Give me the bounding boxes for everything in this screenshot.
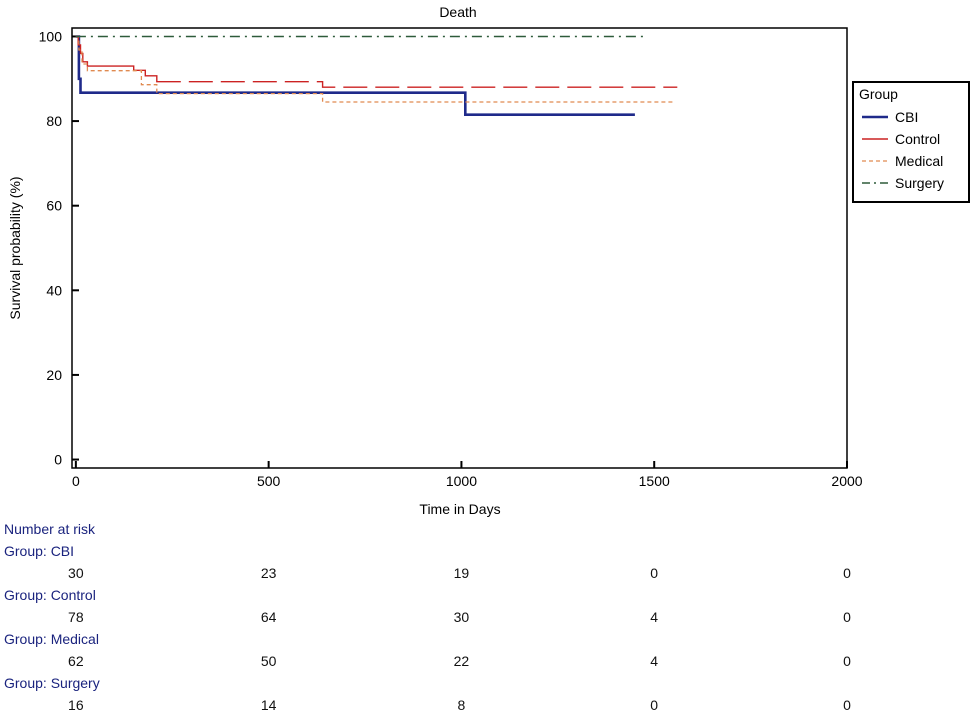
- legend-label-surgery: Surgery: [895, 175, 944, 191]
- survival-curves: [75, 35, 678, 116]
- risk-count: 0: [843, 697, 851, 713]
- risk-group-label: Group: Medical: [4, 631, 99, 647]
- risk-group-label: Group: Surgery: [4, 675, 100, 691]
- risk-group-label: Group: Control: [4, 587, 96, 603]
- risk-count: 64: [260, 609, 277, 625]
- risk-count: 0: [843, 653, 851, 669]
- risk-table-title: Number at risk: [4, 521, 96, 537]
- risk-count: 0: [650, 565, 659, 581]
- risk-count: 22: [453, 653, 470, 669]
- risk-count: 4: [650, 653, 659, 669]
- risk-count: 78: [68, 609, 84, 625]
- y-tick-label: 0: [54, 452, 62, 468]
- curve-control-dash-gaps: [156, 80, 678, 89]
- x-tick-label: 2000: [831, 473, 862, 489]
- risk-count: 62: [68, 653, 84, 669]
- y-tick-label: 20: [46, 367, 62, 383]
- x-tick-label: 0: [72, 473, 80, 489]
- plot-frame: [71, 27, 848, 469]
- legend-label-cbi: CBI: [895, 109, 918, 125]
- risk-count: 30: [68, 565, 84, 581]
- x-axis-label: Time in Days: [419, 501, 500, 517]
- risk-count: 0: [843, 565, 851, 581]
- risk-count: 30: [453, 609, 470, 625]
- y-tick-label: 80: [46, 113, 62, 129]
- curve-medical: [75, 35, 674, 103]
- risk-count: 16: [68, 697, 84, 713]
- risk-count: 4: [650, 609, 659, 625]
- risk-count: 50: [260, 653, 277, 669]
- legend: Group CBI Control Medical Surgery: [852, 81, 970, 203]
- y-axis: 0 20 40 60 80 100: [39, 28, 79, 468]
- km-chart: Death 0 20 40 60 80 100 0 500 1000 1500 2000 Time…: [7, 4, 970, 517]
- curve-control: [75, 35, 678, 88]
- legend-label-medical: Medical: [895, 153, 943, 169]
- x-tick-label: 1000: [446, 473, 477, 489]
- risk-count: 0: [650, 697, 659, 713]
- y-tick-label: 40: [46, 282, 62, 298]
- risk-group-label: Group: CBI: [4, 543, 75, 559]
- x-axis: 0 500 1000 1500 2000: [72, 461, 863, 489]
- x-tick-label: 500: [257, 473, 281, 489]
- risk-count: 0: [843, 609, 851, 625]
- risk-count: 23: [260, 565, 277, 581]
- risk-count: 19: [453, 565, 470, 581]
- legend-title: Group: [859, 86, 898, 102]
- y-axis-label: Survival probability (%): [7, 176, 23, 319]
- y-tick-label: 60: [46, 198, 62, 214]
- legend-box: [852, 81, 970, 203]
- y-tick-label: 100: [39, 28, 63, 44]
- risk-count: 8: [457, 697, 466, 713]
- chart-title: Death: [439, 4, 476, 20]
- x-tick-label: 1500: [639, 473, 670, 489]
- legend-label-control: Control: [895, 131, 940, 147]
- curve-cbi: [75, 35, 635, 116]
- risk-count: 14: [260, 697, 277, 713]
